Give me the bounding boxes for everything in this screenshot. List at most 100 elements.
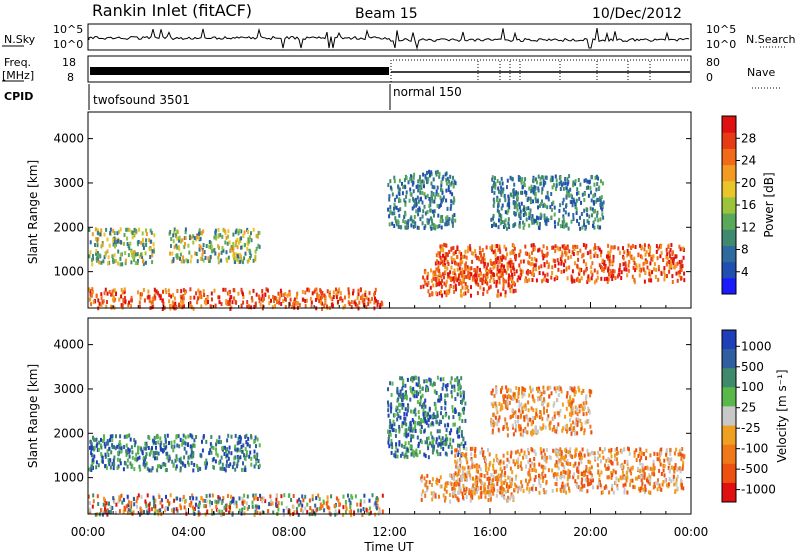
data-cell (351, 495, 354, 500)
data-cell (202, 258, 205, 263)
data-cell (507, 202, 510, 207)
data-cell (422, 412, 425, 416)
data-cell (487, 466, 490, 471)
data-cell (244, 465, 247, 470)
data-cell (454, 448, 457, 453)
data-cell (500, 217, 503, 221)
freq-left-tick-bottom: 8 (67, 71, 74, 84)
data-cell (156, 509, 159, 514)
data-cell (591, 213, 593, 218)
data-cell (575, 207, 578, 212)
data-cell (168, 299, 171, 304)
data-cell (243, 511, 246, 516)
data-cell (129, 461, 132, 466)
data-cell (407, 426, 410, 431)
data-cell (578, 409, 581, 414)
data-cell (378, 509, 381, 514)
data-cell (112, 295, 115, 300)
data-cell (158, 508, 161, 513)
data-cell (456, 496, 459, 501)
data-cell (173, 227, 176, 232)
data-cell (497, 427, 500, 432)
data-cell (125, 227, 128, 232)
data-cell (253, 439, 256, 444)
data-cell (94, 299, 97, 304)
data-cell (238, 508, 241, 513)
data-cell (525, 454, 528, 459)
data-cell (436, 429, 439, 434)
data-cell (411, 448, 414, 453)
data-cell (524, 388, 527, 392)
data-cell (141, 254, 144, 259)
data-cell (222, 227, 225, 232)
data-cell (452, 422, 455, 427)
data-cell (594, 243, 596, 248)
data-cell (525, 464, 528, 469)
data-cell (109, 509, 112, 514)
data-cell (409, 397, 412, 402)
data-cell (187, 462, 190, 467)
data-cell (264, 292, 267, 297)
data-cell (457, 434, 460, 439)
data-cell (227, 493, 229, 498)
data-cell (647, 479, 650, 484)
data-cell (134, 261, 137, 265)
data-cell (482, 259, 485, 264)
data-cell (215, 451, 218, 456)
data-cell (103, 441, 106, 446)
data-cell (623, 267, 626, 272)
data-cell (570, 429, 573, 434)
data-cell (427, 220, 430, 225)
data-cell (424, 440, 427, 445)
data-cell (598, 453, 601, 458)
data-cell (183, 244, 186, 249)
data-cell (545, 216, 548, 221)
data-cell (159, 443, 162, 448)
data-cell (203, 250, 206, 254)
data-cell (504, 290, 507, 295)
data-cell (407, 441, 410, 445)
data-cell (112, 228, 115, 233)
data-cell (569, 187, 572, 192)
data-cell (618, 272, 621, 277)
data-cell (230, 434, 233, 439)
data-cell (541, 279, 544, 284)
data-cell (588, 470, 591, 475)
data-cell (131, 235, 134, 240)
data-cell (500, 176, 503, 181)
noise-left-label: N.Sky (4, 33, 36, 46)
data-cell (559, 224, 562, 229)
data-cell (500, 266, 503, 271)
data-cell (224, 287, 227, 292)
data-cell (254, 435, 257, 440)
data-cell (429, 378, 432, 383)
data-cell (435, 189, 438, 194)
data-cell (543, 216, 546, 221)
data-cell (189, 433, 192, 438)
freq-right-tick-bottom: 0 (706, 71, 713, 84)
data-cell (620, 476, 623, 481)
data-cell (210, 450, 213, 455)
data-cell (562, 488, 565, 493)
data-cell (237, 240, 240, 245)
data-cell (492, 478, 494, 482)
data-cell (438, 419, 441, 424)
data-cell (389, 419, 392, 423)
data-cell (396, 398, 399, 403)
data-cell (571, 203, 574, 208)
data-cell (395, 442, 398, 447)
data-cell (420, 425, 423, 429)
data-cell (454, 459, 457, 464)
data-cell (120, 294, 123, 299)
data-cell (411, 206, 414, 211)
data-cell (483, 490, 486, 495)
data-cell (538, 265, 540, 270)
data-cell (335, 292, 338, 297)
data-cell (558, 387, 561, 392)
data-cell (532, 269, 535, 274)
data-cell (663, 277, 666, 282)
data-cell (588, 410, 591, 415)
data-cell (438, 174, 441, 179)
data-cell (479, 285, 482, 290)
data-cell (578, 278, 581, 283)
